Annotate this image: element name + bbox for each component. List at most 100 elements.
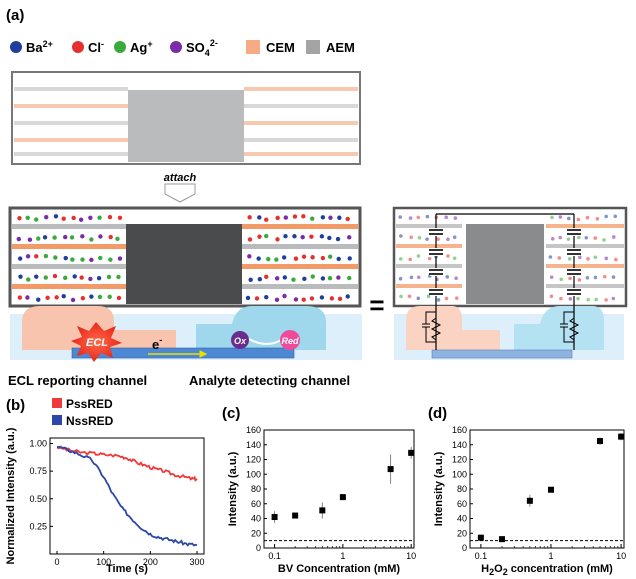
legend-cem: CEM [266,40,295,55]
y-axis-label: Intensity (a.u.) [227,451,239,526]
data-point [477,534,484,541]
data-point [618,433,625,440]
legend-pssred-swatch [52,398,62,408]
ion-dot [453,216,458,220]
x-tick-label: 0.1 [268,551,281,561]
panel-a-label: (a) [6,7,24,24]
red-label: Red [281,336,299,346]
y-tick-label: 120 [246,455,261,465]
ion-dot [106,274,112,280]
ion-dot [115,236,120,242]
ion-dot [549,275,554,279]
ion-dot [320,255,326,261]
ion-dot [584,235,589,240]
ion-dot [337,215,342,220]
ion-dot [408,257,412,262]
ox-label: Ox [234,336,247,346]
ion-dot [550,236,555,241]
y-tick-label: 0.25 [29,521,47,531]
ion-dot [444,296,449,301]
chart-d-h2o2-concentration: 0 20 40 60 80 100 120 140 160 0.1 1 10 Intensity (a.… [433,425,626,577]
ion-dot [602,274,607,279]
analyte-channel-label: Analyte detecting channel [189,373,350,388]
x-axis-label-part: 2 [489,567,494,577]
panel-a-legend: Ba2+ Cl- Ag+ SO42- CEM AEM [10,38,355,58]
chloride-ion-icon [72,41,84,53]
ion-dot [89,257,94,263]
capacitor-gap [568,228,580,236]
legend-barium: Ba2+ [26,39,53,55]
plot-frame [263,429,415,549]
ion-dot [293,297,299,302]
ion-dot [585,275,590,280]
ion-dot [282,293,287,299]
ion-dot [26,277,31,282]
ion-dot [593,236,598,240]
legend-silver: Ag+ [130,39,153,55]
ion-dot [567,257,572,261]
y-tick-label: 0.75 [29,466,47,476]
electron-label: e- [152,335,162,352]
ion-dot [454,276,458,281]
x-axis-label-part: concentration (mM) [508,563,613,575]
ion-dot [320,276,326,281]
ion-dot [578,255,582,260]
ion-dot [593,255,598,260]
ion-dot [445,275,450,279]
y-axis-label: Normalized Intensity (a.u.) [5,427,17,564]
y-tick-label: 0.50 [29,494,47,504]
y-tick-label: 0 [256,543,261,553]
ion-dot [282,275,288,280]
ion-dots [16,214,352,303]
ion-dot [116,295,122,301]
ion-dot [97,215,102,220]
x-tick-label: 0 [54,557,59,567]
ion-dot [17,256,23,261]
ion-dot [336,275,341,280]
ion-dot [43,275,48,280]
capacitor-icon [560,311,574,343]
y-tick-label: 160 [452,425,467,435]
ion-dot [301,214,306,219]
data-point [596,438,603,445]
ion-dot [446,254,450,258]
ion-dot [454,296,459,300]
y-tick-label: 20 [457,528,467,538]
aem-swatch [306,40,320,54]
ion-dot [34,254,39,259]
ion-dot [25,295,30,300]
panel-b-legend: PssRED NssRED [52,397,114,428]
ion-dot [52,235,57,240]
ion-dot [558,215,563,219]
silver-ion-icon [114,41,126,53]
ion-dot [398,257,403,261]
ion-dot [292,234,297,239]
ion-dot [568,297,573,301]
ion-dot [45,295,50,300]
data-point [408,449,415,456]
ion-dot [247,237,253,242]
ion-dot [264,295,269,300]
ecl-channel-label: ECL reporting channel [8,373,147,388]
x-tick-label: 200 [143,557,158,567]
ion-dot [16,236,22,242]
data-point [292,512,299,519]
ion-dots-faded [398,214,618,302]
ion-dot [25,215,30,220]
barium-ion-icon [10,41,22,53]
ion-dot [611,235,616,239]
ion-dot [36,236,41,241]
y-tick-label: 80 [457,484,467,494]
aem-block-device [126,224,242,304]
legend-sulfate: SO42- [186,38,218,58]
x-tick-label: 1 [340,551,345,561]
ion-dot [614,257,618,262]
y-tick-label: 140 [246,440,261,450]
membrane-stack-top [11,71,361,165]
panel-c-label: (c) [222,405,240,422]
ion-dot [604,214,608,219]
capacitor-gap [430,268,442,276]
ion-dot [283,234,288,239]
y-tick-label: 40 [251,514,261,524]
ion-dot [425,214,430,219]
